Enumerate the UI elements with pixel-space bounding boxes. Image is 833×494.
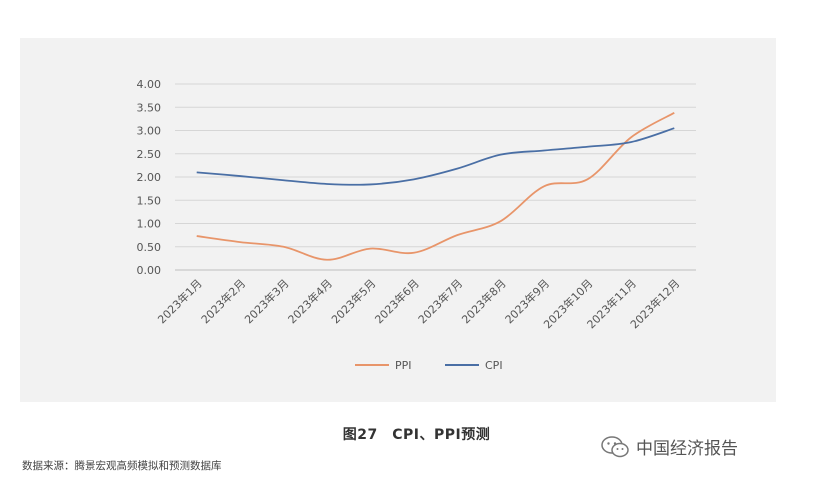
x-tick-label: 2023年1月 xyxy=(155,276,205,326)
figure-caption: 图27 CPI、PPI预测 xyxy=(342,427,491,443)
legend-label-cpi: CPI xyxy=(485,359,503,372)
line-chart: 0.00 0.50 1.00 1.50 2.00 2.50 3.00 3.50 4.00 2023… xyxy=(137,78,696,372)
y-tick-label: 2.50 xyxy=(137,148,162,161)
y-tick-label: 4.00 xyxy=(137,78,162,91)
x-tick-label: 2023年5月 xyxy=(328,276,378,326)
y-tick-label: 0.50 xyxy=(137,241,162,254)
x-tick-label: 2023年2月 xyxy=(198,276,248,326)
x-tick-label: 2023年3月 xyxy=(241,276,291,326)
x-tick-label: 2023年7月 xyxy=(415,276,465,326)
watermark-text: 中国经济报告 xyxy=(636,439,738,459)
x-tick-label: 2023年4月 xyxy=(285,276,335,326)
y-tick-label: 1.00 xyxy=(137,218,162,231)
watermark: 中国经济报告 xyxy=(600,434,738,459)
chart-panel: 0.00 0.50 1.00 1.50 2.00 2.50 3.00 3.50 4.00 2023… xyxy=(20,38,776,402)
y-tick-label: 1.50 xyxy=(137,194,162,207)
legend-label-ppi: PPI xyxy=(395,359,412,372)
y-tick-label: 2.00 xyxy=(137,171,162,184)
y-tick-label: 3.50 xyxy=(137,101,162,114)
series-line-cpi xyxy=(196,127,675,186)
y-tick-label: 0.00 xyxy=(137,264,162,277)
y-tick-label: 3.00 xyxy=(137,125,162,138)
series-line-ppi xyxy=(196,112,675,261)
wechat-icon xyxy=(601,435,629,457)
x-tick-label: 2023年6月 xyxy=(372,276,422,326)
x-tick-label: 2023年8月 xyxy=(459,276,509,326)
source-note: 数据来源：腾景宏观高频模拟和预测数据库 xyxy=(22,460,222,472)
